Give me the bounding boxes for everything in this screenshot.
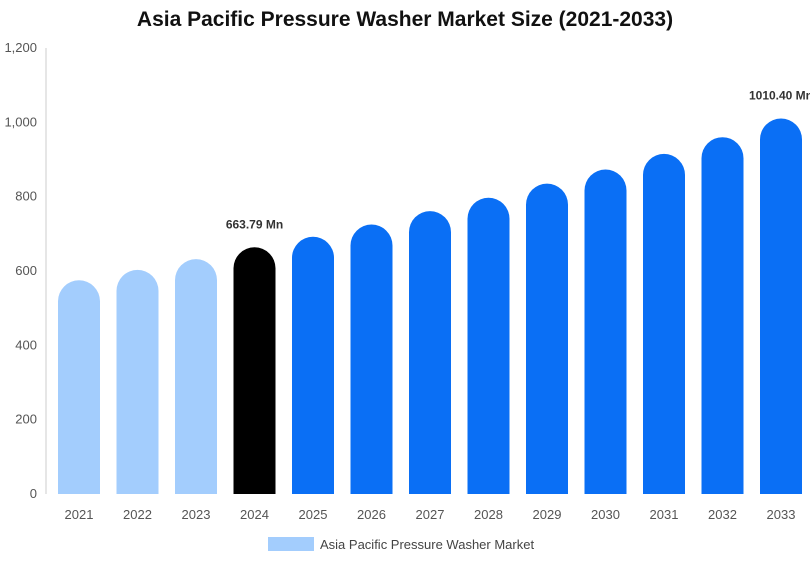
x-tick-label: 2022 <box>123 507 152 522</box>
x-tick-label: 2030 <box>591 507 620 522</box>
bar-2024 <box>233 247 276 494</box>
y-tick-label: 600 <box>15 263 37 278</box>
bar-2029 <box>526 183 568 495</box>
x-tick-label: 2028 <box>474 507 503 522</box>
x-tick-label: 2025 <box>299 507 328 522</box>
y-tick-label: 800 <box>15 189 37 204</box>
x-tick-label: 2027 <box>416 507 445 522</box>
legend[interactable]: Asia Pacific Pressure Washer Market <box>268 536 534 552</box>
bar-2027 <box>409 211 451 494</box>
y-tick-label: 1,200 <box>4 40 37 55</box>
x-tick-label: 2021 <box>65 507 94 522</box>
legend-label: Asia Pacific Pressure Washer Market <box>320 536 535 552</box>
y-tick-label: 0 <box>30 486 37 501</box>
bar-2022 <box>116 269 159 494</box>
x-tick-label: 2026 <box>357 507 386 522</box>
x-tick-label: 2032 <box>708 507 737 522</box>
bar-2028 <box>467 197 510 494</box>
bar-2030 <box>584 169 627 494</box>
y-tick-label: 200 <box>15 412 37 427</box>
y-tick-label: 1,000 <box>4 114 37 129</box>
bar-2021 <box>58 280 100 494</box>
bar-2025 <box>292 236 334 494</box>
legend-swatch <box>268 537 314 551</box>
bar-2032 <box>701 137 744 494</box>
x-tick-label: 2029 <box>533 507 562 522</box>
y-tick-label: 400 <box>15 337 37 352</box>
chart-title: Asia Pacific Pressure Washer Market Size… <box>136 8 674 31</box>
x-tick-label: 2024 <box>240 507 269 522</box>
bar-2033 <box>760 118 802 494</box>
bar-2023 <box>175 259 217 494</box>
x-tick-label: 2033 <box>767 507 796 522</box>
x-tick-label: 2023 <box>182 507 211 522</box>
x-tick-label: 2031 <box>650 507 679 522</box>
data-label-2033: 1010.40 Mn <box>749 88 810 102</box>
data-label-2024: 663.79 Mn <box>226 217 283 231</box>
bar-2031 <box>643 153 685 494</box>
bar-2026 <box>350 224 393 494</box>
